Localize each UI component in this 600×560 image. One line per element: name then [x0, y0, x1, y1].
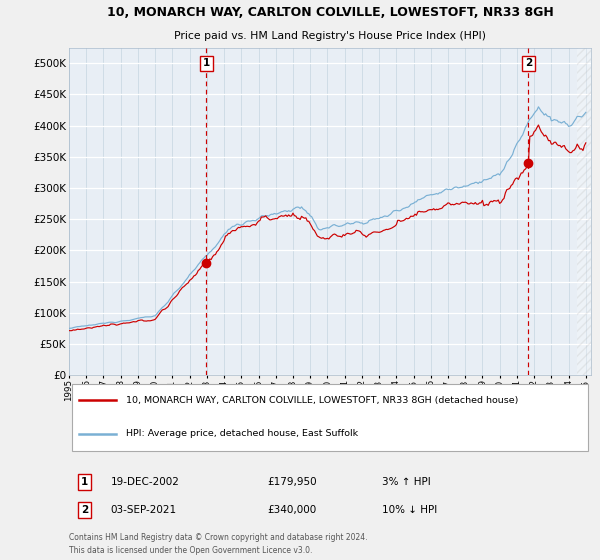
- Text: 10, MONARCH WAY, CARLTON COLVILLE, LOWESTOFT, NR33 8GH: 10, MONARCH WAY, CARLTON COLVILLE, LOWES…: [107, 6, 553, 19]
- Text: HPI: Average price, detached house, East Suffolk: HPI: Average price, detached house, East…: [127, 430, 359, 438]
- Text: 10, MONARCH WAY, CARLTON COLVILLE, LOWESTOFT, NR33 8GH (detached house): 10, MONARCH WAY, CARLTON COLVILLE, LOWES…: [127, 396, 519, 405]
- Text: 2: 2: [81, 505, 88, 515]
- Text: £340,000: £340,000: [268, 505, 317, 515]
- Text: Contains HM Land Registry data © Crown copyright and database right 2024.: Contains HM Land Registry data © Crown c…: [69, 533, 367, 542]
- Text: £179,950: £179,950: [268, 477, 317, 487]
- Text: 10% ↓ HPI: 10% ↓ HPI: [382, 505, 437, 515]
- Text: 03-SEP-2021: 03-SEP-2021: [111, 505, 177, 515]
- Text: 19-DEC-2002: 19-DEC-2002: [111, 477, 179, 487]
- Text: 2: 2: [525, 58, 532, 68]
- FancyBboxPatch shape: [71, 384, 589, 451]
- Text: Price paid vs. HM Land Registry's House Price Index (HPI): Price paid vs. HM Land Registry's House …: [174, 31, 486, 41]
- Text: This data is licensed under the Open Government Licence v3.0.: This data is licensed under the Open Gov…: [69, 546, 313, 555]
- Text: 1: 1: [203, 58, 210, 68]
- Text: 3% ↑ HPI: 3% ↑ HPI: [382, 477, 431, 487]
- Text: 1: 1: [81, 477, 88, 487]
